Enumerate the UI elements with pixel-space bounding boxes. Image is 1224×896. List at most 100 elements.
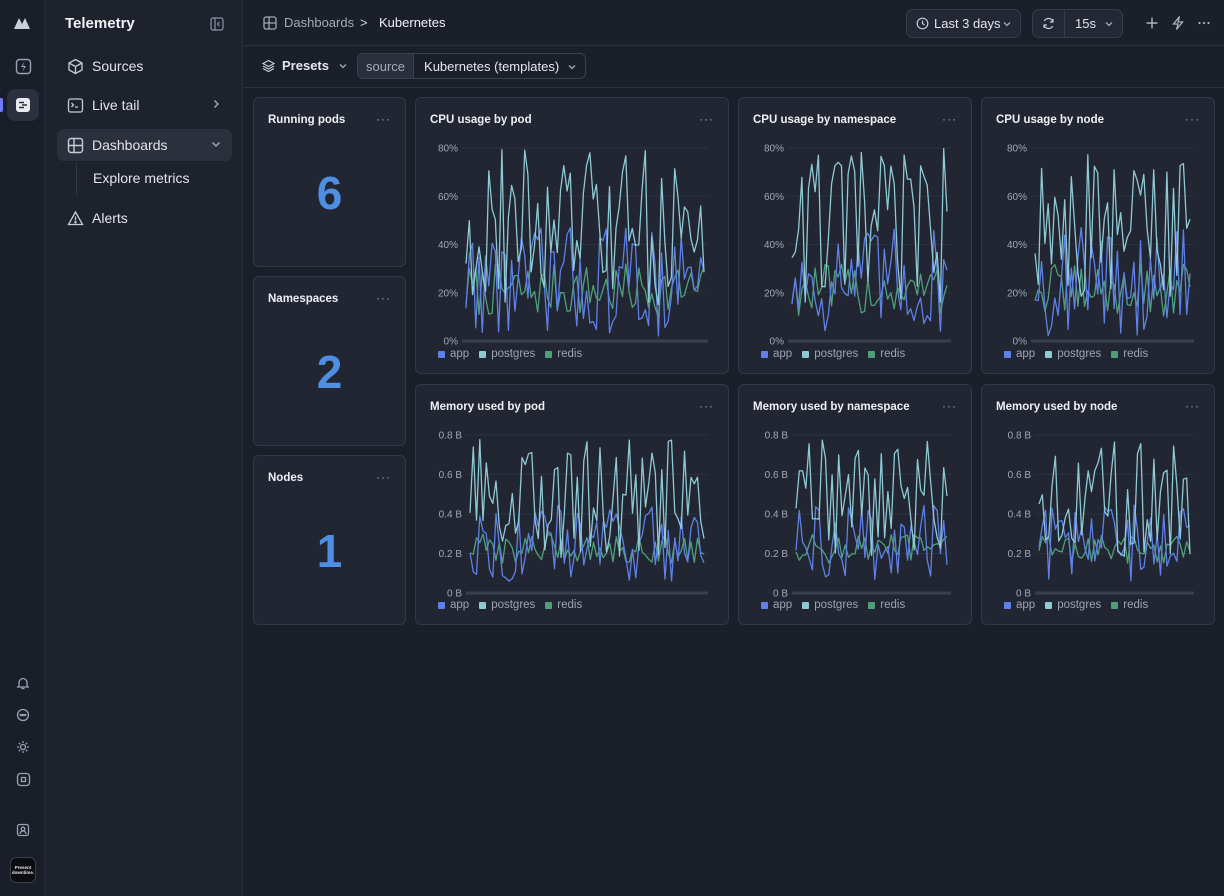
chart-panel-cpu-node: CPU usage by node ··· 80% 60% 40% 20% 0% app pos… — [981, 97, 1215, 374]
legend-swatch — [1045, 601, 1053, 609]
clock-icon — [916, 17, 929, 30]
legend-item-redis[interactable]: redis — [868, 599, 905, 611]
sidebar-item-live-tail[interactable]: Live tail — [57, 89, 232, 121]
more-icon[interactable] — [1196, 15, 1212, 31]
legend-swatch — [479, 601, 487, 609]
sidebar-item-label: Dashboards — [92, 137, 168, 153]
breadcrumb-parent[interactable]: Dashboards — [284, 15, 355, 30]
dashboard-grid-icon — [263, 16, 277, 30]
refresh-interval-select[interactable]: 15s — [1065, 10, 1122, 37]
stat-value: 2 — [316, 346, 343, 398]
legend-item-postgres[interactable]: postgres — [479, 348, 535, 360]
command-icon[interactable] — [7, 763, 39, 795]
sidebar-item-label: Alerts — [92, 210, 128, 226]
panel-menu-icon[interactable]: ··· — [942, 399, 957, 413]
legend-label: app — [1016, 348, 1036, 360]
sidebar-item-explore-metrics[interactable]: Explore metrics — [93, 170, 190, 186]
legend-item-app[interactable]: app — [438, 599, 469, 611]
refresh-icon — [1043, 17, 1054, 30]
legend-swatch — [545, 350, 553, 358]
panel-menu-icon[interactable]: ··· — [942, 112, 957, 126]
legend-swatch — [545, 601, 553, 609]
panel-menu-icon[interactable]: ··· — [1185, 399, 1200, 413]
panel-menu-icon[interactable]: ··· — [699, 112, 714, 126]
legend-item-redis[interactable]: redis — [1111, 599, 1148, 611]
legend-item-app[interactable]: app — [1004, 348, 1035, 360]
legend-item-redis[interactable]: redis — [545, 599, 582, 611]
legend-label: redis — [1123, 348, 1149, 360]
chart-panel-memory-namespace: Memory used by namespace ··· 0.8 B 0.6 B 0.4… — [738, 384, 972, 625]
sun-theme-icon[interactable] — [7, 731, 39, 763]
legend-label: postgres — [1057, 599, 1102, 611]
legend-item-redis[interactable]: redis — [545, 348, 582, 360]
legend-label: postgres — [491, 599, 536, 611]
source-filter[interactable]: source Kubernetes (templates) — [357, 53, 586, 79]
logo-icon[interactable] — [7, 7, 39, 39]
stat-panel-nodes: Nodes ··· 1 — [253, 455, 406, 625]
legend-item-redis[interactable]: redis — [1111, 348, 1148, 360]
panel-menu-icon[interactable]: ··· — [699, 399, 714, 413]
legend-label: redis — [557, 348, 583, 360]
legend-swatch — [479, 350, 487, 358]
time-range-button[interactable]: Last 3 days — [906, 9, 1021, 38]
bell-icon[interactable] — [7, 667, 39, 699]
panel-title: Memory used by namespace — [753, 401, 910, 413]
legend-label: app — [450, 348, 470, 360]
legend-swatch — [802, 350, 810, 358]
panel-menu-icon[interactable]: ··· — [1185, 112, 1200, 126]
sidebar-item-sources[interactable]: Sources — [57, 50, 232, 82]
y-tick-label: 40% — [1007, 240, 1027, 251]
legend-swatch — [868, 350, 876, 358]
legend-item-app[interactable]: app — [761, 599, 792, 611]
panel-title: Nodes — [268, 472, 304, 484]
panel-title: CPU usage by node — [996, 114, 1104, 126]
workspace-avatar[interactable]: Present downtime. — [10, 857, 36, 883]
subnav-line — [76, 163, 77, 195]
stat-value: 1 — [316, 525, 343, 577]
y-tick-label: 0.2 B — [765, 549, 789, 560]
legend-label: postgres — [814, 599, 859, 611]
legend-swatch — [1004, 350, 1011, 358]
legend-item-postgres[interactable]: postgres — [479, 599, 535, 611]
source-filter-value: Kubernetes (templates) — [424, 58, 560, 74]
panel-menu-icon[interactable]: ··· — [376, 470, 391, 484]
refresh-button[interactable] — [1033, 10, 1065, 37]
chart-legend: app postgres redis — [438, 599, 582, 611]
legend-label: redis — [880, 599, 906, 611]
telemetry-app-icon[interactable] — [7, 89, 39, 121]
chart-panel-cpu-namespace: CPU usage by namespace ··· 80% 60% 40% 20% 0% a… — [738, 97, 972, 374]
legend-item-postgres[interactable]: postgres — [802, 599, 858, 611]
lightning-app-icon[interactable] — [7, 50, 39, 82]
y-tick-label: 0.2 B — [439, 549, 463, 560]
user-add-icon[interactable] — [7, 814, 39, 846]
panel-menu-icon[interactable]: ··· — [376, 112, 391, 126]
legend-label: redis — [880, 348, 906, 360]
legend-swatch — [1045, 350, 1053, 358]
legend-item-postgres[interactable]: postgres — [802, 348, 858, 360]
sidebar-item-dashboards[interactable]: Dashboards — [57, 129, 232, 161]
panel-title: Memory used by pod — [430, 401, 546, 413]
sidebar-item-alerts[interactable]: Alerts — [57, 202, 232, 234]
legend-item-app[interactable]: app — [1004, 599, 1035, 611]
chat-icon[interactable] — [7, 699, 39, 731]
line-chart: 80% 60% 40% 20% 0% — [438, 144, 708, 348]
app-title: Telemetry — [65, 15, 135, 32]
y-tick-label: 80% — [1007, 144, 1027, 155]
legend-item-postgres[interactable]: postgres — [1045, 599, 1101, 611]
legend-item-postgres[interactable]: postgres — [1045, 348, 1101, 360]
panel-title: CPU usage by pod — [430, 114, 532, 126]
legend-item-app[interactable]: app — [438, 348, 469, 360]
legend-item-app[interactable]: app — [761, 348, 792, 360]
lightning-icon[interactable] — [1170, 15, 1186, 31]
y-tick-label: 0.4 B — [1008, 510, 1032, 521]
series-line-app — [465, 227, 705, 337]
presets-button[interactable]: Presets — [262, 58, 348, 73]
y-tick-label: 20% — [438, 288, 458, 299]
chart-legend: app postgres redis — [761, 599, 905, 611]
add-icon[interactable] — [1144, 15, 1160, 31]
collapse-sidebar-icon[interactable] — [210, 17, 224, 31]
presets-label: Presets — [282, 58, 329, 73]
time-range-label: Last 3 days — [934, 16, 1001, 31]
panel-menu-icon[interactable]: ··· — [376, 291, 391, 305]
legend-item-redis[interactable]: redis — [868, 348, 905, 360]
